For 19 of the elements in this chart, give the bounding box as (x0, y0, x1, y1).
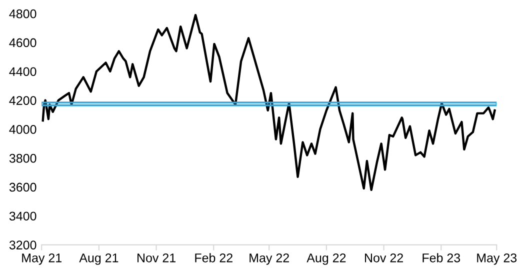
x-tick-label: Nov 21 (138, 253, 176, 262)
y-tick-label: 4000 (9, 125, 36, 134)
x-tick-label: May 22 (250, 253, 289, 265)
line-series (42, 14, 496, 191)
y-tick-label: 3800 (9, 154, 36, 163)
y-tick-label: 4400 (9, 67, 36, 76)
y-tick-label: 3600 (9, 182, 36, 192)
x-tick-label: Aug 22 (306, 253, 346, 265)
x-tick-label: May 23 (477, 253, 517, 265)
x-tick-label: Feb 22 (195, 253, 232, 262)
y-tick-label: 4600 (9, 38, 36, 48)
x-tick-label: Aug 21 (79, 253, 118, 265)
x-tick-label: Feb 23 (422, 253, 460, 262)
x-tick-label: Nov 22 (365, 253, 403, 262)
y-tick-label: 4200 (9, 96, 36, 105)
y-tick-label: 4800 (9, 9, 36, 18)
y-tick-label: 3400 (9, 212, 36, 221)
y-tick-label: 3200 (9, 240, 36, 250)
x-tick-label: May 21 (22, 253, 62, 265)
